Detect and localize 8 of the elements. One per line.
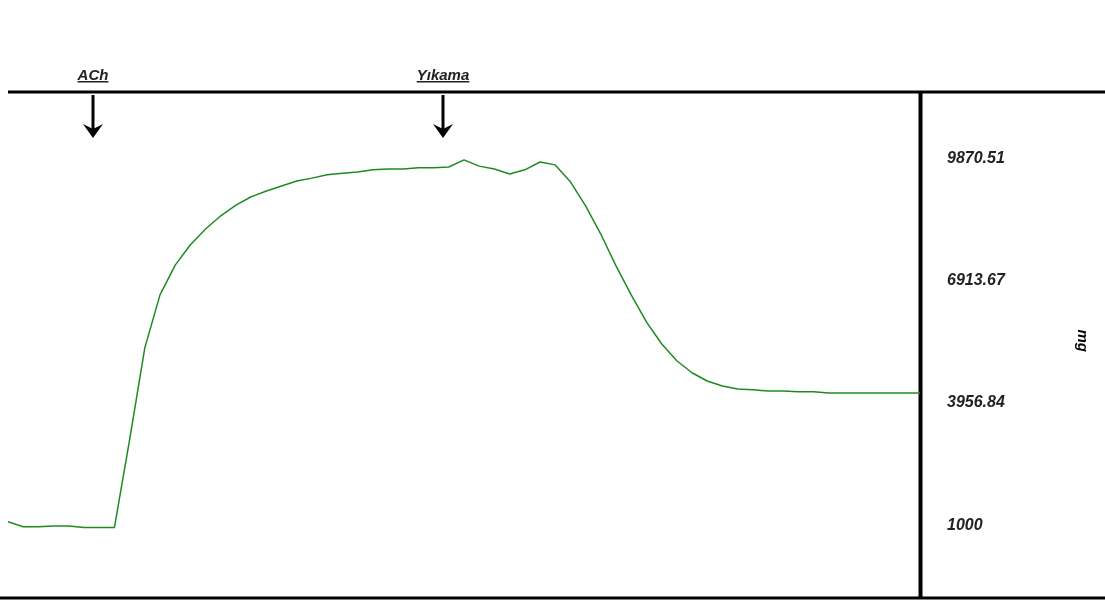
y-tick-label: 6913.67 (947, 271, 1006, 289)
line-series (7, 159, 921, 529)
text: ACh (76, 66, 109, 83)
y-tick-label: 9870.51 (947, 148, 1005, 166)
y-axis-title: mg (1075, 329, 1092, 352)
y-tick-label: 1000 (947, 515, 983, 533)
y-tick-label: 3956.84 (947, 393, 1005, 411)
text: Yıkama (416, 66, 470, 83)
